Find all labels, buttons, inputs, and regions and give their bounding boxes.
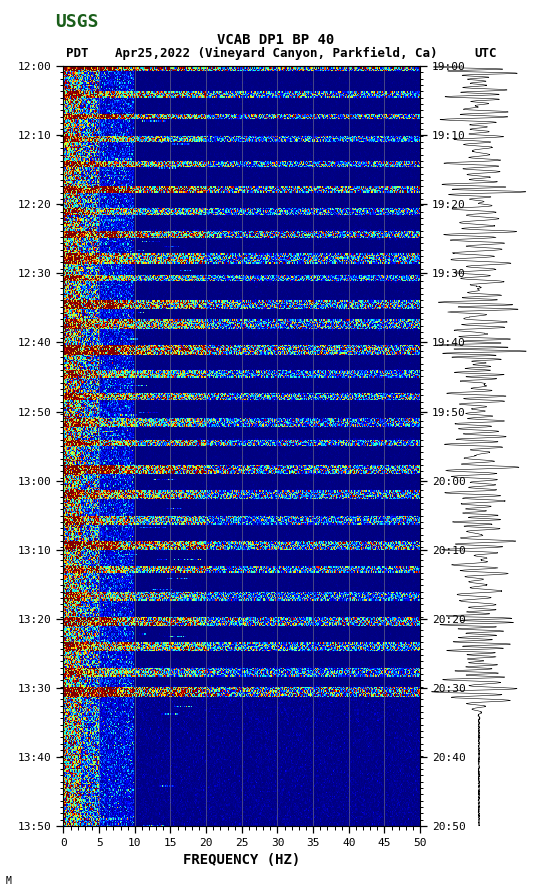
Text: Apr25,2022 (Vineyard Canyon, Parkfield, Ca): Apr25,2022 (Vineyard Canyon, Parkfield, … <box>115 47 437 60</box>
Text: M: M <box>6 876 12 886</box>
X-axis label: FREQUENCY (HZ): FREQUENCY (HZ) <box>183 854 300 867</box>
Text: USGS: USGS <box>55 13 99 31</box>
Text: VCAB DP1 BP 40: VCAB DP1 BP 40 <box>217 33 335 47</box>
Text: UTC: UTC <box>475 47 497 60</box>
Text: PDT: PDT <box>66 47 89 60</box>
